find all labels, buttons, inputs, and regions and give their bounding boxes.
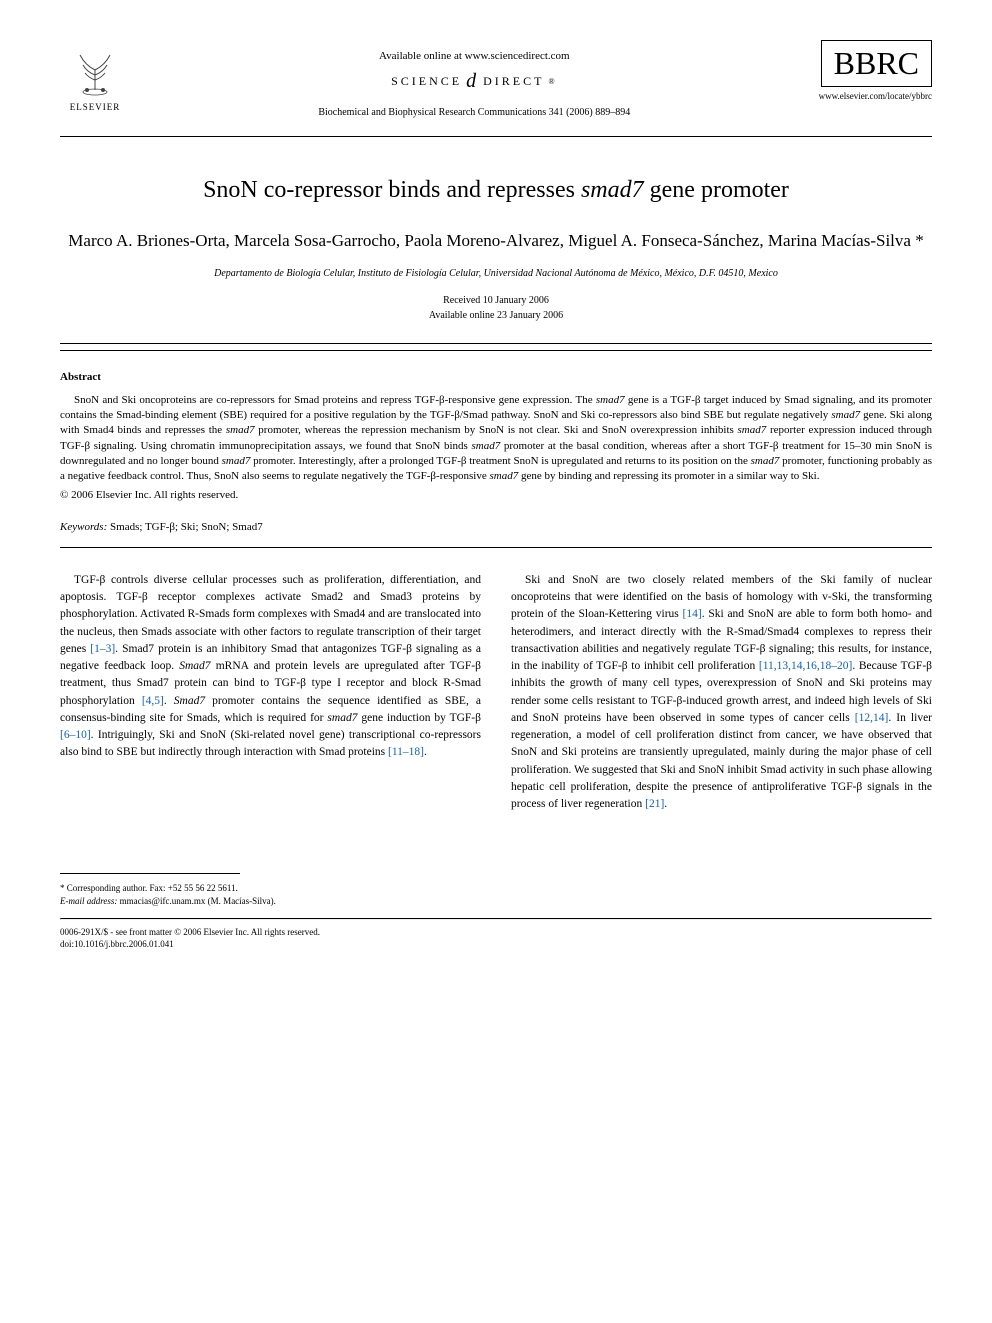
abstract-section: Abstract SnoN and Ski oncoproteins are c… <box>60 371 932 501</box>
corresponding-author: * Corresponding author. Fax: +52 55 56 2… <box>60 882 932 895</box>
italic-term: Smad7 <box>174 695 205 707</box>
bbrc-logo: BBRC <box>821 40 932 87</box>
italic-term: smad7 <box>738 424 767 436</box>
body-text-span: gene by binding and repressing its promo… <box>518 470 819 482</box>
keywords-label: Keywords: <box>60 521 107 533</box>
title-italic: smad7 <box>581 177 644 203</box>
available-date: Available online 23 January 2006 <box>60 308 932 323</box>
elsevier-logo: ELSEVIER <box>60 40 130 120</box>
email-label: E-mail address: <box>60 896 117 906</box>
elsevier-label: ELSEVIER <box>70 102 121 112</box>
sd-text-1: SCIENCE <box>391 74 462 89</box>
title-section: SnoN co-repressor binds and represses sm… <box>60 177 932 323</box>
keywords-text: Smads; TGF-β; Ski; SnoN; Smad7 <box>107 521 262 533</box>
copyright: © 2006 Elsevier Inc. All rights reserved… <box>60 489 932 501</box>
body-columns: TGF-β controls diverse cellular processe… <box>60 572 932 814</box>
page-header: ELSEVIER Available online at www.science… <box>60 40 932 128</box>
body-text-span: . <box>664 798 667 810</box>
ref-link[interactable]: [11–18] <box>388 746 424 758</box>
italic-term: Smad7 <box>179 660 210 672</box>
email-address[interactable]: mmacias@ifc.unam.mx (M. Macías-Silva). <box>117 896 276 906</box>
body-text-span: . In liver regeneration, a model of cell… <box>511 712 932 810</box>
italic-term: smad7 <box>327 712 357 724</box>
body-left-para: TGF-β controls diverse cellular processe… <box>60 572 481 762</box>
email-line: E-mail address: mmacias@ifc.unam.mx (M. … <box>60 895 932 908</box>
keywords-divider <box>60 547 932 548</box>
abstract-text: SnoN and Ski oncoproteins are co-repress… <box>60 393 932 485</box>
science-direct-logo: SCIENCE d DIRECT ® <box>130 70 819 93</box>
body-text-span: gene induction by TGF-β <box>357 712 481 724</box>
body-right-para: Ski and SnoN are two closely related mem… <box>511 572 932 814</box>
header-divider <box>60 136 932 137</box>
body-text-span: . <box>424 746 427 758</box>
left-column: TGF-β controls diverse cellular processe… <box>60 572 481 814</box>
issn-line: 0006-291X/$ - see front matter © 2006 El… <box>60 926 932 939</box>
journal-citation: Biochemical and Biophysical Research Com… <box>130 107 819 118</box>
italic-term: smad7 <box>490 470 519 482</box>
italic-term: smad7 <box>222 455 251 467</box>
ref-link[interactable]: [11,13,14,16,18–20] <box>759 660 852 672</box>
journal-url: www.elsevier.com/locate/ybbrc <box>819 91 932 101</box>
body-text-span: promoter, whereas the repression mechani… <box>255 424 738 436</box>
footer-divider <box>60 918 932 920</box>
elsevier-tree-icon <box>65 40 125 100</box>
footer-meta: 0006-291X/$ - see front matter © 2006 El… <box>60 926 932 951</box>
header-center: Available online at www.sciencedirect.co… <box>130 40 819 128</box>
ref-link[interactable]: [12,14] <box>855 712 889 724</box>
abstract-heading: Abstract <box>60 371 932 383</box>
italic-term: smad7 <box>831 409 860 421</box>
available-online-text: Available online at www.sciencedirect.co… <box>130 50 819 62</box>
footer-section: * Corresponding author. Fax: +52 55 56 2… <box>60 873 932 950</box>
title-divider-1 <box>60 343 932 344</box>
corresponding-rule <box>60 873 240 878</box>
ref-link[interactable]: [1–3] <box>90 643 115 655</box>
ref-link[interactable]: [21] <box>645 798 664 810</box>
affiliation: Departamento de Biología Celular, Instit… <box>60 268 932 279</box>
right-column: Ski and SnoN are two closely related mem… <box>511 572 932 814</box>
italic-term: smad7 <box>596 394 625 406</box>
body-text-span: promoter. Interestingly, after a prolong… <box>250 455 750 467</box>
italic-term: smad7 <box>751 455 780 467</box>
body-text-span: . <box>164 695 174 707</box>
authors: Marco A. Briones-Orta, Marcela Sosa-Garr… <box>60 228 932 254</box>
keywords-line: Keywords: Smads; TGF-β; Ski; SnoN; Smad7 <box>60 521 932 533</box>
bbrc-logo-area: BBRC www.elsevier.com/locate/ybbrc <box>819 40 932 101</box>
article-title: SnoN co-repressor binds and represses sm… <box>60 177 932 204</box>
body-text-span: SnoN and Ski oncoproteins are co-repress… <box>74 394 596 406</box>
title-divider-2 <box>60 350 932 351</box>
sd-text-2: DIRECT <box>483 74 544 89</box>
italic-term: smad7 <box>471 440 500 452</box>
sd-reg-icon: ® <box>548 77 557 86</box>
ref-link[interactable]: [6–10] <box>60 729 91 741</box>
ref-link[interactable]: [14] <box>683 608 702 620</box>
doi-line: doi:10.1016/j.bbrc.2006.01.041 <box>60 938 932 951</box>
ref-link[interactable]: [4,5] <box>142 695 164 707</box>
italic-term: smad7 <box>226 424 255 436</box>
science-direct-icon: d <box>466 70 479 93</box>
title-pre: SnoN co-repressor binds and represses <box>203 177 581 203</box>
article-dates: Received 10 January 2006 Available onlin… <box>60 293 932 323</box>
title-post: gene promoter <box>644 177 789 203</box>
received-date: Received 10 January 2006 <box>60 293 932 308</box>
